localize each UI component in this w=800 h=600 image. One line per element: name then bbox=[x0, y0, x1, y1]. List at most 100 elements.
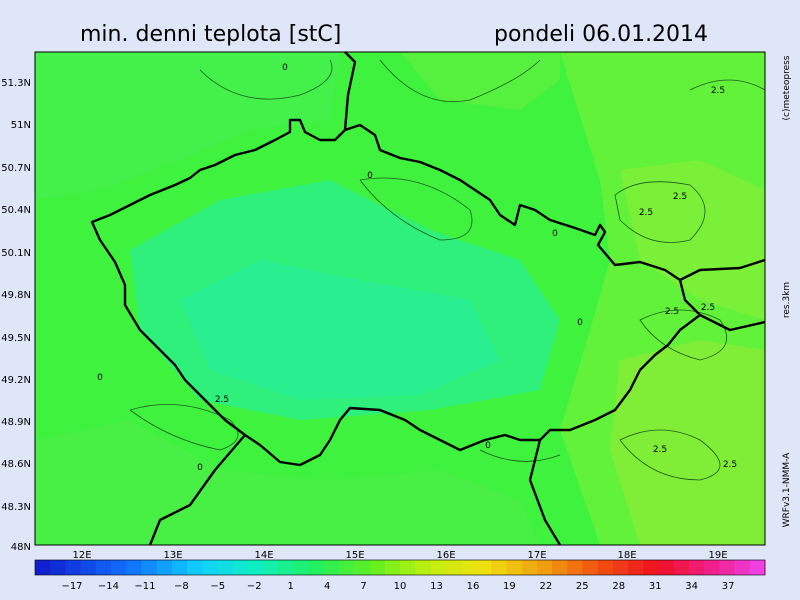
colorbar-swatch bbox=[171, 560, 188, 575]
contour-label: 0 bbox=[97, 373, 103, 383]
country-border bbox=[148, 434, 246, 546]
lon-label: 17E bbox=[527, 550, 546, 561]
country-border bbox=[343, 51, 357, 131]
title: min. denni teplota [stC] bbox=[80, 22, 341, 47]
lon-label: 15E bbox=[345, 550, 364, 561]
colorbar-label: 4 bbox=[324, 581, 330, 592]
contours bbox=[129, 59, 766, 481]
contour-label: 0 bbox=[367, 171, 373, 181]
lat-label: 48.9N bbox=[1, 417, 31, 428]
contour-label: 2.5 bbox=[665, 307, 679, 317]
country-border bbox=[90, 118, 702, 467]
colorbar-label: 13 bbox=[430, 581, 443, 592]
lat-label: 48.3N bbox=[1, 502, 31, 513]
contour-label: 2.5 bbox=[701, 303, 715, 313]
contour-label: 0 bbox=[552, 229, 558, 239]
colorbar-swatch bbox=[415, 560, 431, 575]
colorbar-swatch bbox=[202, 560, 218, 575]
colorbar-swatch bbox=[460, 560, 477, 575]
colorbar-swatch bbox=[506, 560, 523, 575]
colorbar-swatch bbox=[247, 560, 264, 575]
lat-label: 50.1N bbox=[1, 248, 31, 259]
colorbar-label: 19 bbox=[503, 581, 516, 592]
colorbar-swatch bbox=[688, 560, 705, 575]
labels: 51.3N 51N 50.7N 50.4N 50.1N 49.8N 49.5N 49.2N 48… bbox=[1, 55, 792, 561]
colorbar-label: 34 bbox=[685, 581, 698, 592]
lat-label: 48N bbox=[11, 542, 31, 553]
contour-label: 2.5 bbox=[711, 86, 725, 96]
contour-label: 2.5 bbox=[215, 395, 229, 405]
contour-line bbox=[359, 177, 473, 241]
colorbar-label: 25 bbox=[576, 581, 589, 592]
contour-line bbox=[619, 429, 721, 481]
lat-label: 50.4N bbox=[1, 205, 31, 216]
map-frame bbox=[34, 51, 766, 546]
colorbar-label: 31 bbox=[649, 581, 662, 592]
colorbar-swatch bbox=[308, 560, 325, 575]
colorbar-label: 10 bbox=[394, 581, 407, 592]
country-border bbox=[679, 258, 766, 282]
lon-label: 14E bbox=[254, 550, 273, 561]
contour-label: 2.5 bbox=[653, 445, 667, 455]
lon-label: 18E bbox=[617, 550, 636, 561]
side-note: (c)meteopress bbox=[782, 55, 792, 120]
contour-label: 0 bbox=[197, 463, 203, 473]
lat-label: 49.2N bbox=[1, 375, 31, 386]
colorbar-swatch bbox=[369, 560, 386, 575]
colorbar-swatch bbox=[384, 560, 401, 575]
colorbar-swatch bbox=[597, 560, 614, 575]
lon-label: 13E bbox=[163, 550, 182, 561]
lon-label: 19E bbox=[708, 550, 727, 561]
field-patch bbox=[180, 260, 500, 400]
country-border bbox=[528, 439, 562, 546]
colorbar-swatch bbox=[400, 560, 416, 575]
side-note: WRFv3.1-NMM-A bbox=[782, 452, 792, 528]
colorbar-label: 37 bbox=[722, 581, 735, 592]
contour-label: 2.5 bbox=[673, 192, 687, 202]
colorbar-swatch bbox=[187, 560, 203, 575]
field-patch bbox=[610, 340, 765, 545]
colorbar-swatch bbox=[567, 560, 583, 575]
lat-label: 49.5N bbox=[1, 333, 31, 344]
contour-line bbox=[614, 181, 706, 243]
colorbar-swatch bbox=[126, 560, 142, 575]
colorbar-swatch bbox=[628, 560, 644, 575]
lon-label: 12E bbox=[72, 550, 91, 561]
lat-label: 51N bbox=[11, 120, 31, 131]
lat-label: 49.8N bbox=[1, 290, 31, 301]
field-patch bbox=[400, 52, 560, 110]
contour-line bbox=[129, 403, 239, 451]
field-patch bbox=[35, 420, 540, 545]
colorbar-swatch bbox=[612, 560, 629, 575]
field-patch bbox=[620, 160, 765, 320]
date: pondeli 06.01.2014 bbox=[494, 22, 708, 47]
colorbar-swatch bbox=[521, 560, 538, 575]
colorbar-swatch bbox=[734, 560, 751, 575]
colorbar-swatch bbox=[749, 560, 766, 575]
colorbar-label: 28 bbox=[612, 581, 625, 592]
contour-line bbox=[199, 59, 333, 100]
field-patch bbox=[35, 52, 340, 200]
colorbar-swatch bbox=[582, 560, 599, 575]
colorbar-swatch bbox=[111, 560, 127, 575]
colorbar-swatch bbox=[430, 560, 447, 575]
contour-label: 2.5 bbox=[639, 208, 653, 218]
contour-line bbox=[479, 449, 561, 462]
colorbar: −17 −14 −11 −8 −5 −2 1 4 7 10 13 16 19 22 25 28 31 34 37 bbox=[34, 559, 766, 592]
colorbar-swatch bbox=[658, 560, 675, 575]
colorbar-swatch bbox=[536, 560, 553, 575]
side-note: res.3km bbox=[782, 282, 792, 318]
colorbar-label: 16 bbox=[467, 581, 480, 592]
colorbar-label: −2 bbox=[247, 581, 262, 592]
colorbar-swatch bbox=[293, 560, 310, 575]
colorbar-swatch bbox=[491, 560, 507, 575]
contour-line bbox=[689, 79, 766, 91]
contour-label: 2.5 bbox=[723, 460, 737, 470]
colorbar-swatch bbox=[80, 560, 97, 575]
colorbar-swatch bbox=[217, 560, 234, 575]
colorbar-swatch bbox=[65, 560, 82, 575]
colorbar-swatch bbox=[354, 560, 371, 575]
colorbar-swatch bbox=[278, 560, 295, 575]
colorbar-label: 1 bbox=[288, 581, 294, 592]
